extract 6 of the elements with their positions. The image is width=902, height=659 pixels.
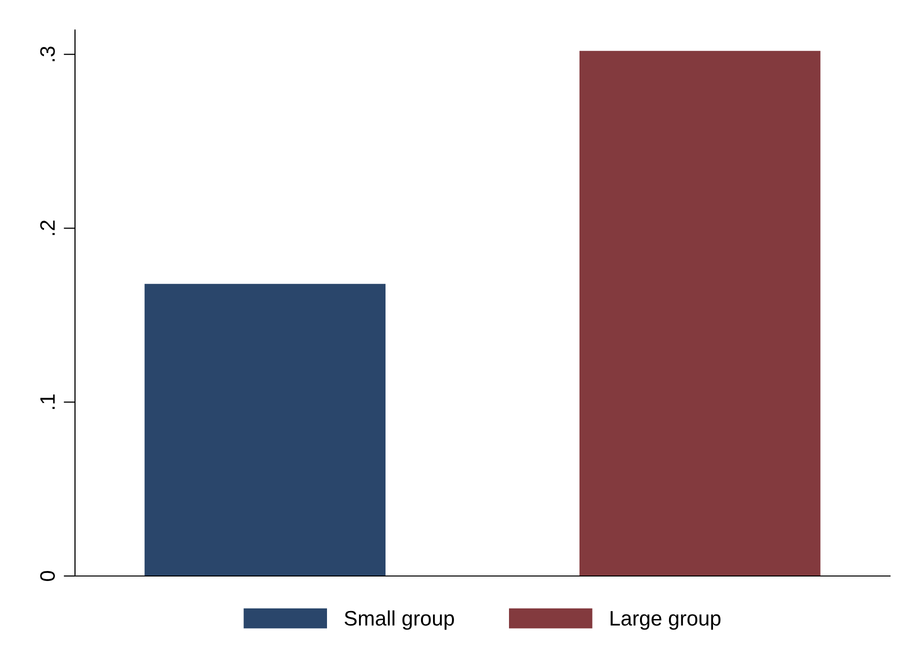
y-tick-label: .2 xyxy=(40,220,55,236)
y-tick-label: .1 xyxy=(40,394,55,409)
y-tick-label: 0 xyxy=(40,571,55,581)
legend-label: Small group xyxy=(344,610,454,630)
y-tick-label: .3 xyxy=(40,46,55,62)
legend-label: Large group xyxy=(610,611,720,630)
